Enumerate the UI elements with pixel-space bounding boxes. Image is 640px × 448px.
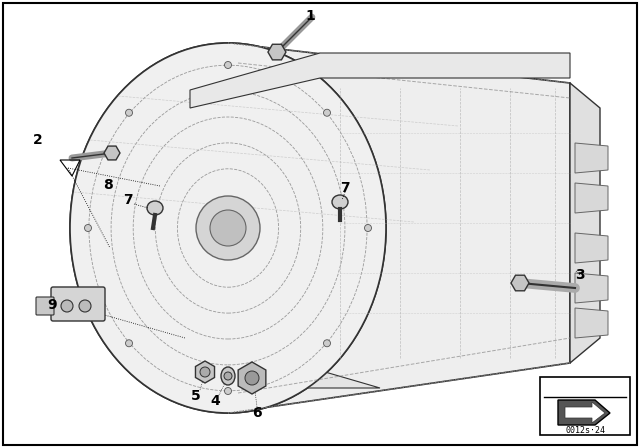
- Polygon shape: [190, 53, 570, 108]
- Circle shape: [84, 224, 92, 232]
- Polygon shape: [565, 402, 605, 423]
- Circle shape: [225, 61, 232, 69]
- Circle shape: [79, 300, 91, 312]
- Text: 7: 7: [340, 181, 350, 195]
- Circle shape: [210, 210, 246, 246]
- Polygon shape: [575, 273, 608, 303]
- FancyBboxPatch shape: [36, 297, 54, 315]
- Circle shape: [323, 109, 330, 116]
- Polygon shape: [558, 400, 610, 425]
- Bar: [540, 377, 630, 435]
- Text: 8: 8: [103, 178, 113, 192]
- Polygon shape: [575, 308, 608, 338]
- Text: 2: 2: [33, 133, 43, 147]
- Circle shape: [323, 340, 330, 347]
- Ellipse shape: [147, 201, 163, 215]
- Text: 9: 9: [47, 298, 57, 312]
- Ellipse shape: [70, 43, 386, 413]
- Circle shape: [225, 388, 232, 395]
- Circle shape: [200, 367, 210, 377]
- Text: 1: 1: [305, 9, 315, 23]
- Circle shape: [365, 224, 371, 232]
- Circle shape: [61, 300, 73, 312]
- Ellipse shape: [221, 367, 235, 385]
- Text: 3: 3: [575, 268, 585, 282]
- Circle shape: [125, 340, 132, 347]
- Circle shape: [224, 372, 232, 380]
- Text: 0012s·24: 0012s·24: [565, 426, 605, 435]
- Polygon shape: [575, 143, 608, 173]
- Polygon shape: [570, 83, 600, 363]
- Circle shape: [245, 371, 259, 385]
- Circle shape: [125, 109, 132, 116]
- Circle shape: [196, 196, 260, 260]
- FancyBboxPatch shape: [51, 287, 105, 321]
- Text: 6: 6: [252, 406, 262, 420]
- Text: 4: 4: [210, 394, 220, 408]
- Ellipse shape: [332, 195, 348, 209]
- Polygon shape: [575, 183, 608, 213]
- Ellipse shape: [70, 43, 386, 413]
- Polygon shape: [575, 233, 608, 263]
- Text: 7: 7: [123, 193, 133, 207]
- Polygon shape: [130, 353, 380, 388]
- Text: 5: 5: [191, 389, 201, 403]
- Polygon shape: [228, 43, 570, 413]
